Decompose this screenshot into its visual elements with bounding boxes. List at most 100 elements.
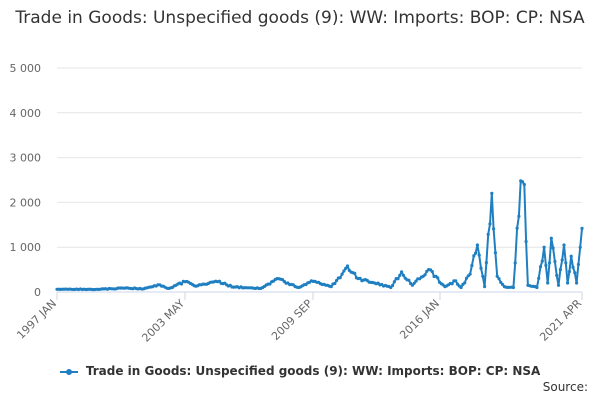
- data-point: [535, 285, 539, 290]
- data-point: [495, 274, 499, 278]
- data-point: [492, 227, 496, 231]
- data-point: [358, 276, 362, 280]
- data-point: [522, 182, 526, 187]
- data-point: [344, 266, 348, 270]
- data-point: [551, 246, 555, 250]
- data-point: [580, 226, 584, 230]
- y-tick-label: 3 000: [10, 152, 42, 165]
- data-point: [558, 268, 563, 272]
- data-point: [497, 277, 501, 281]
- data-point: [567, 270, 572, 274]
- data-point: [553, 259, 557, 264]
- x-tick-label: 2009 SEP: [269, 297, 315, 343]
- legend-swatch: [59, 368, 78, 375]
- data-point: [547, 261, 552, 265]
- data-point: [481, 274, 485, 278]
- data-point: [511, 285, 515, 290]
- data-point: [488, 222, 492, 226]
- data-point: [423, 273, 427, 277]
- data-point: [475, 243, 479, 247]
- data-point: [400, 270, 404, 274]
- legend[interactable]: Trade in Goods: Unspecified goods (9): W…: [0, 364, 600, 378]
- data-point: [537, 276, 541, 280]
- legend-label: Trade in Goods: Unspecified goods (9): W…: [85, 364, 541, 378]
- data-point: [392, 280, 396, 284]
- data-point: [340, 272, 344, 276]
- y-tick-label: 5 000: [10, 62, 42, 75]
- data-point: [468, 272, 472, 276]
- chart-title: Trade in Goods: Unspecified goods (9): W…: [15, 8, 585, 28]
- data-point: [329, 285, 333, 289]
- data-point: [564, 261, 568, 265]
- data-point: [499, 280, 503, 284]
- data-point: [562, 243, 566, 247]
- source-label[interactable]: Source:: [542, 380, 588, 394]
- x-tick-label: 1997 JAN: [14, 297, 59, 342]
- data-point: [575, 281, 579, 285]
- data-point: [573, 271, 577, 275]
- data-point: [345, 264, 350, 268]
- data-point: [454, 279, 458, 283]
- data-point: [470, 264, 474, 268]
- data-point: [407, 278, 411, 282]
- data-point: [556, 283, 561, 287]
- data-point: [398, 273, 402, 277]
- data-point: [217, 279, 221, 283]
- gridlines: [57, 67, 582, 293]
- data-point: [538, 265, 543, 269]
- data-point: [566, 281, 570, 285]
- y-axis-tick-labels: 0 1 000 2 000 3 000 4 000 5 000: [10, 62, 42, 299]
- data-point: [414, 279, 418, 283]
- data-point: [477, 253, 481, 257]
- data-point: [483, 285, 487, 289]
- data-point: [517, 214, 521, 218]
- data-point: [391, 283, 395, 288]
- data-point: [464, 276, 469, 280]
- data-point: [450, 282, 454, 286]
- data-point: [396, 277, 400, 281]
- data-point: [430, 270, 434, 274]
- x-tick-label: 2021 APR: [537, 297, 584, 344]
- data-point: [571, 265, 575, 269]
- y-tick-label: 0: [34, 286, 41, 299]
- y-tick-label: 4 000: [10, 107, 42, 120]
- data-point: [486, 232, 490, 236]
- x-axis: 1997 JAN 2003 MAY 2009 SEP 2016 JAN 2021 APR: [14, 291, 584, 345]
- y-tick-label: 2 000: [10, 196, 42, 209]
- data-point: [513, 261, 517, 265]
- data-point: [484, 261, 488, 265]
- data-point: [501, 282, 505, 287]
- data-point: [576, 262, 581, 267]
- data-point: [546, 281, 550, 285]
- data-point: [459, 285, 463, 290]
- data-point: [493, 251, 497, 255]
- data-point: [515, 226, 519, 230]
- x-tick-label: 2016 JAN: [397, 297, 442, 342]
- data-point: [412, 281, 416, 285]
- data-point: [268, 282, 272, 286]
- data-point: [524, 239, 528, 244]
- data-point: [353, 271, 357, 275]
- data-point: [342, 269, 346, 273]
- data-point: [401, 273, 405, 277]
- data-point: [472, 254, 476, 258]
- data-point: [520, 180, 525, 184]
- legend-marker: [65, 368, 72, 375]
- data-point: [490, 191, 494, 195]
- x-tick-label: 2003 MAY: [139, 297, 187, 345]
- data-point: [569, 254, 573, 258]
- data-point: [335, 278, 339, 283]
- data-point: [338, 276, 342, 280]
- data-point: [578, 245, 582, 249]
- data-point: [479, 266, 483, 270]
- series-line: [56, 179, 583, 291]
- y-tick-label: 1 000: [10, 241, 42, 254]
- series-layer: [55, 179, 584, 292]
- data-point: [463, 281, 467, 285]
- data-point: [333, 281, 337, 286]
- data-point: [179, 282, 184, 286]
- data-point: [560, 258, 564, 262]
- data-point: [540, 259, 544, 263]
- data-point: [555, 273, 559, 277]
